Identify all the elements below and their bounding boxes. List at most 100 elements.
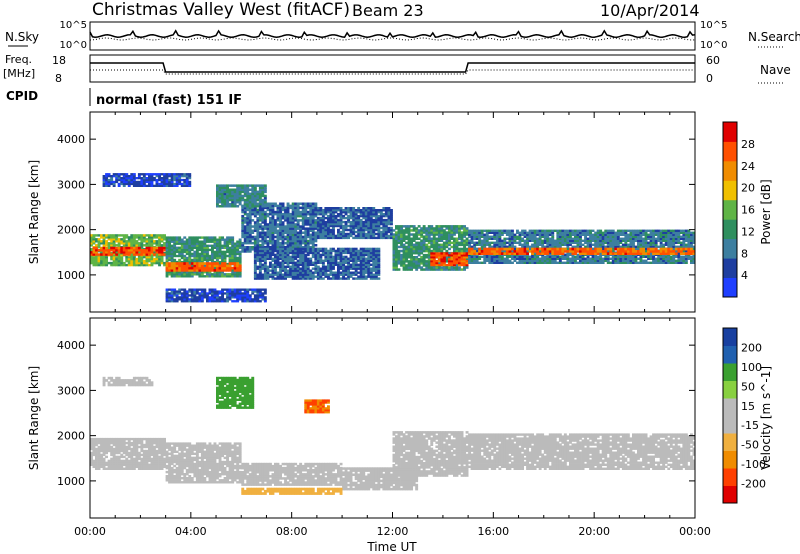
echo-cell [233,258,237,262]
freq-left-tick-top: 18 [52,54,66,67]
echo-cell [306,204,310,208]
echo-cell [281,263,285,266]
echo-cell [286,202,290,205]
echo-cell [142,236,146,239]
echo-cell [211,248,214,252]
echo-cell [206,264,209,268]
echo-cell [369,273,373,276]
echo-cell [324,269,328,272]
echo-cell [369,263,373,266]
echo-cell [405,247,408,251]
echo-cell [364,263,368,266]
echo-cell [332,207,335,210]
echo-cell [594,237,598,240]
echo-cell [223,254,227,258]
echo-cell [200,236,204,239]
echo-cell [168,250,171,254]
echo-cell [400,239,403,242]
echo-cell [367,253,371,257]
echo-cell [543,229,547,232]
echo-cell [211,236,214,239]
echo-cell [165,269,169,272]
echo-cell [198,252,202,256]
echo-cell [206,275,209,278]
echo-cell [256,273,260,276]
echo-cell [500,245,504,248]
echo-cell [296,275,300,278]
echo-cell [463,241,466,245]
echo-cell [266,265,270,268]
echo-cell [374,277,378,280]
echo-cell [377,277,381,280]
echo-cell [216,262,219,265]
echo-cell [261,259,265,262]
echo-cell [422,231,426,234]
echo-cell [397,241,401,245]
echo-cell [263,214,267,218]
echo-cell [223,264,227,268]
echo-cell [649,229,653,232]
echo-cell [407,227,411,230]
echo-cell [231,266,235,270]
echo-cell [311,221,315,224]
echo-cell [448,233,451,236]
echo-cell [558,237,562,240]
echo-cell [637,257,640,260]
echo-cell [445,266,449,269]
echo-cell [145,234,149,237]
echo-cell [241,231,245,234]
echo-cell [137,261,141,265]
echo-cell [362,263,366,266]
echo-cell [251,237,255,241]
echo-cell [324,267,328,270]
echo-cell [266,273,270,276]
echo-cell [349,265,353,268]
echo-cell [576,253,580,256]
echo-cell [475,229,479,232]
echo-cell [185,264,189,268]
echo-cell [347,269,350,272]
echo-cell [440,263,444,267]
echo-cell [173,244,177,247]
echo-cell [299,269,303,272]
echo-cell [654,261,658,264]
echo-cell [160,238,164,241]
echo-cell [692,231,696,234]
echo-cell [301,214,305,218]
echo-cell [243,217,247,220]
echo-cell [233,256,237,260]
echo-cell [450,268,454,271]
echo-cell [400,235,403,238]
echo-cell [97,253,101,256]
echo-cell [352,211,356,214]
echo-cell [276,235,280,239]
echo-cell [246,223,250,226]
echo-cell [674,231,678,234]
echo-cell [142,244,146,247]
echo-cell [332,275,335,278]
echo-cell [329,214,333,218]
echo-cell [135,234,139,237]
echo-cell [301,273,305,276]
echo-cell [195,240,199,243]
echo-cell [311,273,315,276]
echo-cell [203,258,207,262]
echo-cell [316,265,320,268]
echo-cell [208,275,212,278]
echo-cell [185,244,189,247]
echo-cell [584,245,587,248]
echo-cell [311,214,315,218]
echo-cell [377,234,381,238]
echo-cell [672,241,676,244]
echo-cell [500,243,504,246]
echo-cell [354,253,358,257]
echo-cell [463,256,466,259]
echo-cell [637,247,640,250]
echo-cell [180,266,184,270]
echo-cell [120,249,124,252]
echo-cell [518,231,522,234]
echo-cell [357,222,361,226]
echo-cell [561,233,565,236]
echo-cell [281,259,285,262]
echo-cell [195,250,199,254]
